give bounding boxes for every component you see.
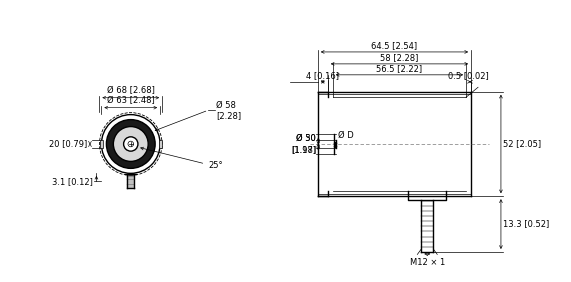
- Text: 58 [2.28]: 58 [2.28]: [380, 53, 419, 62]
- Text: Ø 63 [2.48]: Ø 63 [2.48]: [107, 96, 155, 105]
- Text: Ø D: Ø D: [337, 131, 353, 140]
- Text: 25°: 25°: [208, 161, 223, 170]
- Text: Ø 30
[1.18]: Ø 30 [1.18]: [291, 134, 316, 154]
- Text: 20 [0.79]: 20 [0.79]: [49, 140, 87, 149]
- Text: Ø 50
[1.97]: Ø 50 [1.97]: [291, 134, 316, 154]
- Text: Ø 58
[2.28]: Ø 58 [2.28]: [216, 100, 242, 120]
- Circle shape: [114, 127, 148, 161]
- Circle shape: [106, 120, 155, 168]
- Text: Ø 68 [2.68]: Ø 68 [2.68]: [107, 86, 155, 95]
- Text: 13.3 [0.52]: 13.3 [0.52]: [504, 220, 550, 229]
- Text: 0.5 [0.02]: 0.5 [0.02]: [448, 71, 489, 80]
- Text: 56.5 [2.22]: 56.5 [2.22]: [376, 64, 423, 73]
- Text: 64.5 [2.54]: 64.5 [2.54]: [371, 41, 417, 50]
- Text: 4 [0.16]: 4 [0.16]: [306, 71, 339, 80]
- Text: M12 × 1: M12 × 1: [409, 258, 445, 267]
- Text: 52 [2.05]: 52 [2.05]: [504, 140, 541, 149]
- Text: 3.1 [0.12]: 3.1 [0.12]: [51, 177, 93, 186]
- Bar: [159, 140, 162, 147]
- Bar: [100, 140, 103, 147]
- Circle shape: [123, 137, 138, 151]
